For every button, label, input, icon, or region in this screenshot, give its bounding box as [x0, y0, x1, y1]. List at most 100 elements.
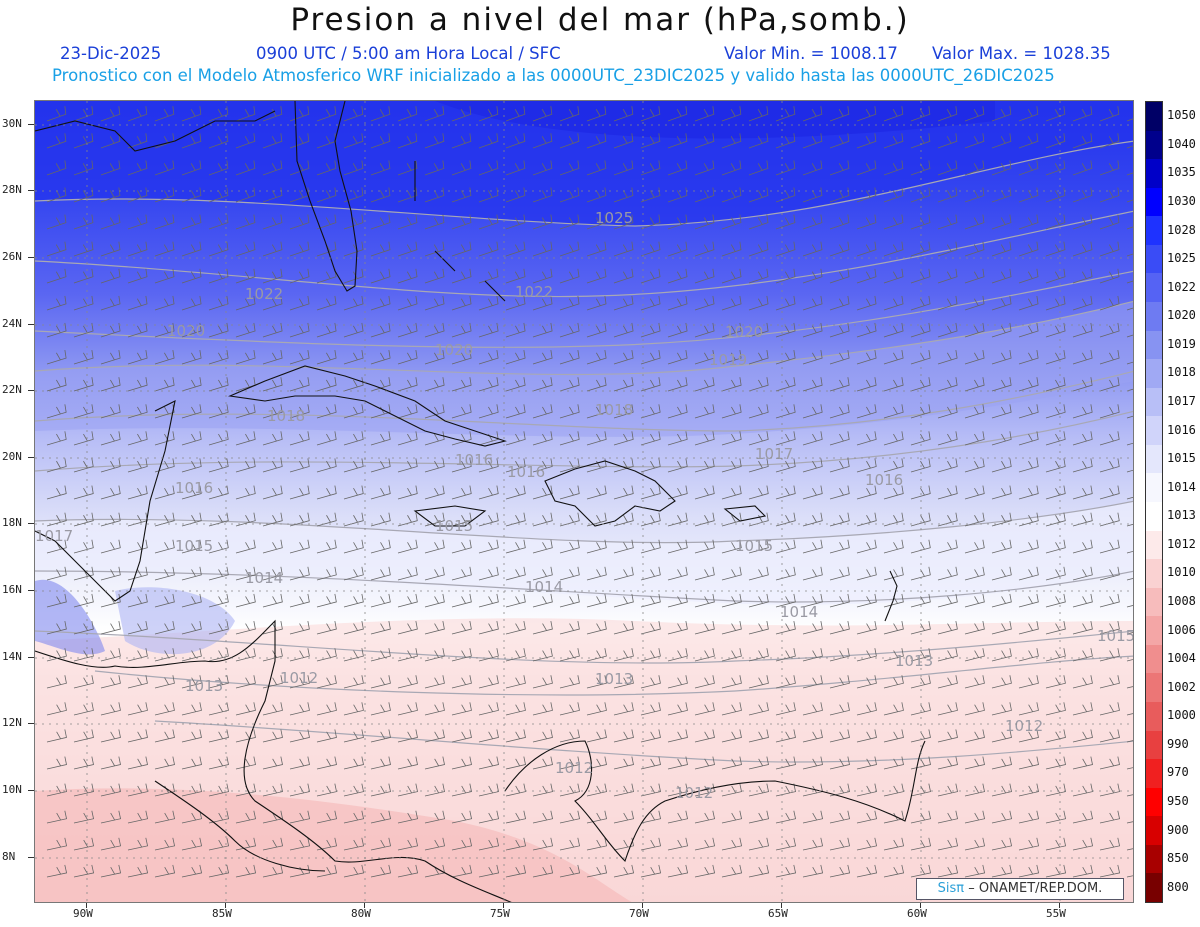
wind-barb: [46, 160, 67, 176]
color-swatch-1006: [1146, 616, 1162, 646]
wind-barb: [478, 864, 500, 878]
wind-barb: [937, 350, 958, 365]
wind-barb: [748, 404, 769, 419]
wind-barb: [397, 539, 418, 554]
wind-barb: [748, 160, 769, 176]
wind-barb: [748, 566, 769, 581]
wind-barb: [478, 837, 500, 851]
wind-barb: [559, 512, 580, 527]
wind-barb: [532, 810, 554, 824]
wind-barb: [235, 133, 256, 149]
wind-barb: [316, 404, 337, 419]
isobar-label: 1014: [245, 569, 283, 587]
wind-barb: [289, 241, 310, 257]
wind-barb: [910, 404, 931, 419]
wind-barb: [343, 133, 364, 149]
wind-barb: [1045, 729, 1066, 743]
wind-barb: [1018, 675, 1039, 689]
wind-barb: [991, 295, 1012, 311]
wind-barb: [370, 864, 392, 878]
wind-barb: [775, 675, 796, 689]
wind-barb: [478, 783, 499, 797]
wind-barb: [694, 566, 715, 581]
wind-barb: [559, 214, 580, 230]
color-swatch-1028: [1146, 216, 1162, 246]
wind-barb: [802, 512, 823, 527]
color-swatch-1022: [1146, 273, 1162, 303]
wind-barb: [46, 404, 67, 419]
wind-barb: [451, 648, 472, 662]
wind-barb: [451, 268, 472, 284]
wind-barb: [910, 620, 931, 635]
wind-barb: [937, 837, 959, 851]
color-label-1010: 1010: [1167, 565, 1196, 580]
wind-barb: [748, 729, 769, 743]
wind-barb: [397, 350, 418, 365]
wind-barb: [586, 756, 607, 770]
wind-barb: [1072, 810, 1094, 824]
wind-barb: [802, 295, 823, 311]
wind-barb: [505, 810, 527, 824]
wind-barb: [883, 458, 904, 473]
wind-barb: [154, 187, 175, 203]
wind-barb: [775, 702, 796, 716]
wind-barb: [478, 675, 499, 689]
wind-barb: [424, 241, 445, 257]
color-label-1050: 1050: [1167, 108, 1196, 123]
isobar-label: 1014: [525, 578, 563, 596]
wind-barb: [397, 268, 418, 284]
wind-barb: [1045, 756, 1066, 770]
isobar-label: 1015: [735, 537, 773, 555]
wind-barb: [505, 539, 526, 554]
wind-barb: [370, 593, 391, 608]
wind-barb: [721, 404, 742, 419]
lat-tick: [28, 457, 34, 458]
wind-barb: [829, 485, 850, 500]
wind-barb: [343, 837, 365, 851]
wind-barb: [640, 756, 661, 770]
wind-barb: [883, 837, 905, 851]
wind-barb: [289, 268, 310, 284]
wind-barb: [370, 431, 391, 446]
wind-barb: [937, 539, 958, 554]
wind-barb: [181, 648, 202, 662]
wind-barb: [748, 512, 769, 527]
wind-barb: [748, 431, 769, 446]
wind-barb: [370, 295, 391, 311]
wind-barb: [262, 160, 283, 176]
wind-barb: [1099, 404, 1120, 419]
wind-barb: [613, 810, 635, 824]
color-swatch-1010: [1146, 559, 1162, 589]
wind-barb: [181, 241, 202, 257]
wind-barb: [370, 350, 391, 365]
wind-barb: [154, 458, 175, 473]
wind-barb: [829, 620, 850, 635]
wind-barb: [1099, 539, 1120, 554]
wind-barb: [154, 322, 175, 338]
wind-barb: [829, 783, 850, 797]
wind-barb: [343, 729, 364, 743]
wind-barb: [100, 214, 121, 230]
wind-barb: [991, 458, 1012, 473]
color-swatch-1002: [1146, 673, 1162, 703]
wind-barb: [505, 377, 526, 392]
wind-barb: [262, 593, 283, 608]
wind-barb: [1099, 214, 1120, 230]
wind-barb: [262, 241, 283, 257]
wind-barb: [181, 350, 202, 365]
wind-barb: [1045, 404, 1066, 419]
wind-barb: [613, 241, 634, 257]
wind-barb: [235, 539, 256, 554]
wind-barb: [397, 431, 418, 446]
wind-barb: [289, 431, 310, 446]
wind-barb: [559, 241, 580, 257]
wind-barb: [154, 566, 175, 581]
wind-barb: [235, 241, 256, 257]
wind-barb: [775, 783, 796, 797]
wind-barb: [343, 648, 364, 662]
wind-barb: [343, 675, 364, 689]
wind-barb: [397, 377, 418, 392]
wind-barb: [127, 350, 148, 365]
wind-barb: [451, 702, 472, 716]
wind-barb: [964, 458, 985, 473]
